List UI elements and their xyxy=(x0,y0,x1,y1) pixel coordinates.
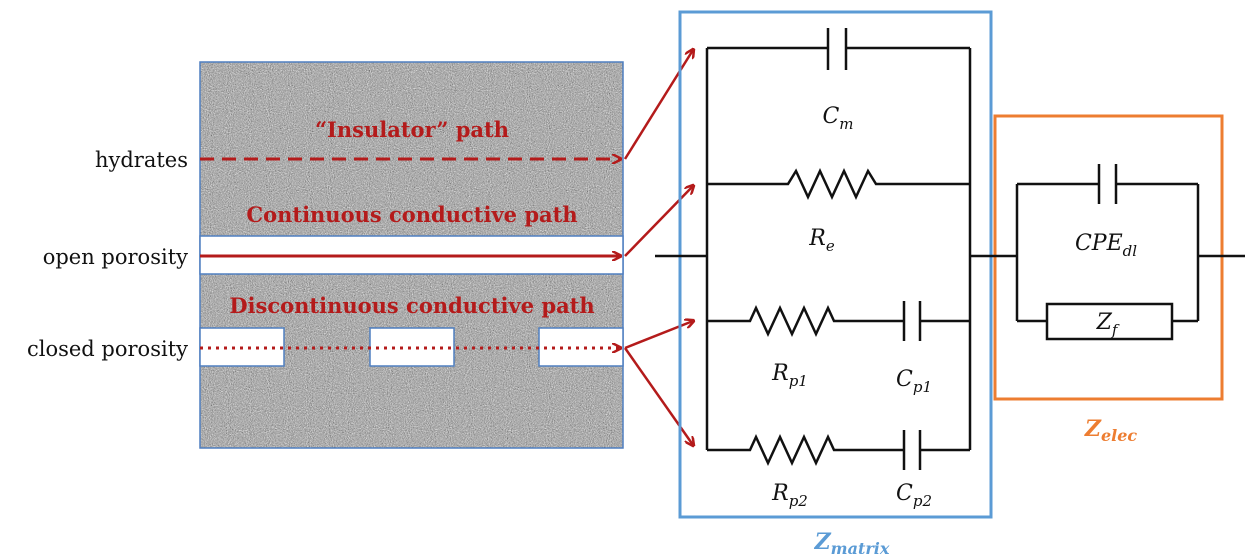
insulator-path-label: “Insulator” path xyxy=(315,117,509,142)
rp2-label: Rp2 xyxy=(771,481,808,510)
re-resistor xyxy=(707,168,970,200)
re-label: Re xyxy=(808,226,835,255)
zmatrix-box xyxy=(678,10,993,519)
zmatrix-circuit: Cm Re Rp1 Cp1 Rp2 Cp2 xyxy=(705,28,972,510)
arrow-to-rp2-branch xyxy=(623,347,693,445)
cpe-label: CPEdl xyxy=(1075,231,1137,260)
zelec-box xyxy=(993,114,1224,401)
rp2-resistor xyxy=(707,434,904,466)
cm-label: Cm xyxy=(822,104,853,133)
arrow-to-rp1-branch xyxy=(624,321,693,350)
zmatrix-label: Zmatrix xyxy=(814,529,890,558)
rp1-resistor xyxy=(707,305,904,337)
discontinuous-path-label: Discontinuous conductive path xyxy=(229,293,594,318)
zf-label: Zf xyxy=(1096,310,1120,339)
cp1-label: Cp1 xyxy=(896,367,932,396)
hydrates-label: hydrates xyxy=(95,148,188,172)
open-porosity-label: open porosity xyxy=(43,245,188,269)
continuous-path-label: Continuous conductive path xyxy=(246,202,577,227)
closed-porosity-label: closed porosity xyxy=(27,337,188,361)
branch-arrows xyxy=(623,50,693,445)
arrow-to-cm-branch xyxy=(623,50,693,160)
rp1-label: Rp1 xyxy=(771,361,808,390)
zelec-label: Zelec xyxy=(1084,416,1138,445)
arrow-to-re-branch xyxy=(624,186,693,257)
zelec-circuit: CPEdl Zf xyxy=(1015,164,1200,341)
cp2-label: Cp2 xyxy=(896,481,932,510)
